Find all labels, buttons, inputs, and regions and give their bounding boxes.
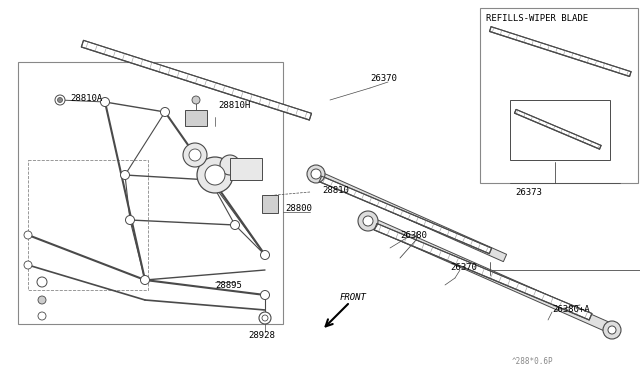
Circle shape bbox=[260, 291, 269, 299]
Circle shape bbox=[259, 312, 271, 324]
Circle shape bbox=[38, 312, 46, 320]
Polygon shape bbox=[374, 224, 592, 320]
Text: 28810A: 28810A bbox=[70, 93, 102, 103]
Bar bbox=[28, 160, 148, 290]
Circle shape bbox=[183, 143, 207, 167]
Bar bbox=[510, 100, 610, 160]
Circle shape bbox=[363, 216, 373, 226]
Circle shape bbox=[220, 155, 240, 175]
Circle shape bbox=[38, 296, 46, 304]
Text: 28928: 28928 bbox=[248, 330, 275, 340]
Bar bbox=[18, 62, 283, 324]
Circle shape bbox=[260, 250, 269, 260]
Circle shape bbox=[120, 170, 129, 180]
Text: REFILLS-WIPER BLADE: REFILLS-WIPER BLADE bbox=[486, 13, 588, 22]
Circle shape bbox=[37, 277, 47, 287]
Polygon shape bbox=[319, 176, 492, 254]
Text: 28800: 28800 bbox=[285, 203, 312, 212]
Circle shape bbox=[125, 215, 134, 224]
Circle shape bbox=[161, 108, 170, 116]
Text: 26370: 26370 bbox=[450, 263, 477, 273]
Bar bbox=[480, 8, 638, 183]
Polygon shape bbox=[515, 109, 601, 149]
Circle shape bbox=[24, 261, 32, 269]
Text: 26380+A: 26380+A bbox=[552, 305, 589, 314]
Text: FRONT: FRONT bbox=[340, 294, 367, 302]
Text: 28810: 28810 bbox=[322, 186, 349, 195]
Circle shape bbox=[197, 157, 233, 193]
Bar bbox=[185, 110, 207, 126]
Polygon shape bbox=[81, 40, 312, 120]
Circle shape bbox=[189, 149, 201, 161]
Circle shape bbox=[608, 326, 616, 334]
Text: 28895: 28895 bbox=[215, 280, 242, 289]
Circle shape bbox=[230, 221, 239, 230]
Circle shape bbox=[205, 165, 225, 185]
Polygon shape bbox=[490, 27, 631, 76]
Polygon shape bbox=[368, 217, 612, 333]
Circle shape bbox=[141, 276, 150, 285]
Text: 26380: 26380 bbox=[400, 231, 427, 240]
Circle shape bbox=[603, 321, 621, 339]
Circle shape bbox=[311, 169, 321, 179]
Text: 28810H: 28810H bbox=[218, 100, 250, 109]
Circle shape bbox=[262, 315, 268, 321]
Circle shape bbox=[100, 97, 109, 106]
Circle shape bbox=[358, 211, 378, 231]
Circle shape bbox=[24, 231, 32, 239]
Circle shape bbox=[307, 165, 325, 183]
Circle shape bbox=[192, 96, 200, 104]
Circle shape bbox=[55, 95, 65, 105]
Bar bbox=[262, 195, 278, 213]
Text: 26370: 26370 bbox=[370, 74, 397, 83]
Text: 26373: 26373 bbox=[515, 187, 542, 196]
Circle shape bbox=[58, 97, 63, 103]
Text: ^288*0.6P: ^288*0.6P bbox=[512, 357, 554, 366]
Polygon shape bbox=[316, 171, 507, 262]
Bar bbox=[230, 158, 262, 180]
